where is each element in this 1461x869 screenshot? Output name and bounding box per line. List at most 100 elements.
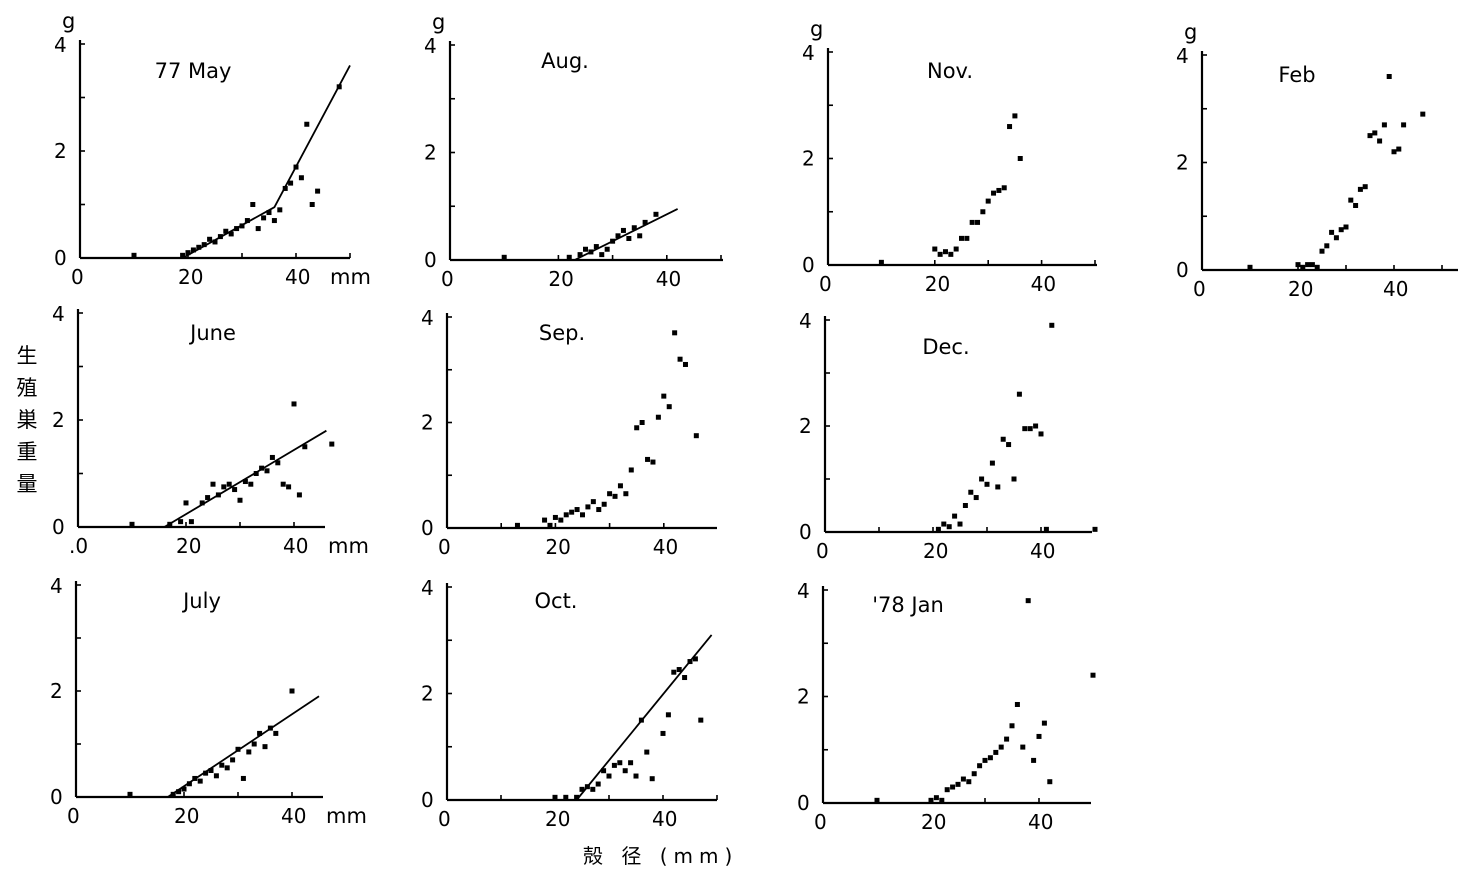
x-tick-label: 20 bbox=[921, 810, 946, 834]
x-tick-label: 40 bbox=[652, 807, 677, 831]
data-point bbox=[250, 202, 256, 207]
data-point bbox=[599, 252, 605, 258]
x-tick-label: 20 bbox=[545, 535, 570, 559]
data-point bbox=[298, 175, 304, 181]
data-point bbox=[1343, 224, 1349, 230]
data-point bbox=[982, 757, 988, 763]
data-point bbox=[1007, 124, 1013, 130]
y-axis-label-char: 重 bbox=[16, 440, 38, 464]
data-point bbox=[574, 794, 580, 800]
data-point bbox=[185, 250, 191, 256]
data-point bbox=[569, 509, 575, 515]
data-point bbox=[623, 491, 629, 497]
data-point bbox=[959, 235, 964, 241]
data-point bbox=[1012, 113, 1018, 119]
data-point bbox=[215, 492, 221, 498]
y-tick-label: 0 bbox=[802, 253, 815, 277]
y-tick-label: 4 bbox=[424, 34, 437, 58]
data-point bbox=[874, 797, 880, 803]
data-point bbox=[996, 187, 1002, 193]
x-tick-label: 20 bbox=[925, 272, 950, 296]
data-point bbox=[953, 246, 959, 252]
y-unit-label: g bbox=[1184, 20, 1197, 44]
data-point bbox=[273, 730, 279, 736]
data-point bbox=[964, 235, 970, 241]
data-point bbox=[671, 669, 677, 675]
data-point bbox=[1033, 423, 1039, 429]
x-tick-label: 20 bbox=[923, 539, 948, 563]
data-point bbox=[932, 246, 938, 252]
data-point bbox=[240, 775, 246, 781]
data-point bbox=[566, 254, 572, 260]
data-point bbox=[946, 524, 952, 530]
panel-title: '78 Jan bbox=[872, 593, 944, 617]
data-point bbox=[289, 688, 295, 694]
data-point bbox=[558, 517, 564, 523]
data-point bbox=[607, 491, 613, 497]
data-point bbox=[221, 484, 227, 490]
data-point bbox=[293, 164, 299, 170]
data-point bbox=[188, 519, 194, 525]
data-point bbox=[296, 492, 302, 498]
data-point bbox=[661, 393, 667, 399]
data-point bbox=[208, 768, 214, 773]
data-point bbox=[248, 481, 254, 487]
data-point bbox=[955, 781, 961, 787]
data-point bbox=[590, 499, 596, 505]
data-point bbox=[642, 219, 648, 225]
data-point bbox=[985, 198, 991, 204]
data-point bbox=[251, 741, 257, 747]
data-point bbox=[304, 121, 310, 127]
data-point bbox=[979, 476, 985, 482]
data-point bbox=[242, 479, 248, 485]
data-point bbox=[207, 236, 213, 242]
x-tick-label: 0 bbox=[1193, 277, 1206, 301]
data-point bbox=[259, 465, 265, 471]
data-point bbox=[995, 484, 1001, 490]
data-point bbox=[1004, 736, 1010, 742]
data-point bbox=[928, 797, 934, 803]
data-point bbox=[596, 507, 602, 513]
x-tick-label: 0 bbox=[441, 267, 454, 291]
y-tick-label: 2 bbox=[52, 408, 65, 432]
data-point bbox=[620, 227, 626, 233]
data-point bbox=[1338, 227, 1344, 233]
data-point bbox=[1372, 130, 1378, 136]
data-point bbox=[315, 188, 321, 194]
y-axis-label-char: 量 bbox=[16, 472, 38, 496]
data-point bbox=[196, 244, 202, 250]
data-point bbox=[1319, 248, 1325, 254]
y-tick-label: 2 bbox=[424, 141, 437, 165]
x-tick-label: 0 bbox=[67, 804, 80, 828]
data-point bbox=[269, 454, 275, 460]
data-point bbox=[1090, 672, 1096, 678]
data-point bbox=[210, 481, 216, 487]
data-point bbox=[217, 234, 223, 240]
data-point bbox=[186, 781, 192, 787]
y-tick-label: 2 bbox=[50, 679, 63, 703]
data-point bbox=[129, 521, 135, 527]
data-point bbox=[577, 252, 583, 258]
y-tick-label: 2 bbox=[799, 414, 812, 438]
data-point bbox=[989, 460, 995, 466]
data-point bbox=[267, 725, 273, 731]
panel-title: Aug. bbox=[541, 49, 589, 73]
y-tick-label: 0 bbox=[421, 788, 434, 812]
data-point bbox=[626, 236, 632, 241]
data-point bbox=[213, 773, 219, 779]
data-point bbox=[329, 441, 335, 447]
data-point bbox=[672, 330, 678, 336]
x-tick-label: 40 bbox=[653, 535, 678, 559]
data-point bbox=[180, 252, 186, 258]
y-tick-label: 0 bbox=[424, 248, 437, 272]
data-point bbox=[1357, 186, 1363, 192]
data-point bbox=[1300, 264, 1306, 270]
data-point bbox=[655, 414, 661, 420]
data-point bbox=[969, 219, 975, 225]
data-point bbox=[277, 207, 283, 213]
data-point bbox=[167, 521, 173, 527]
data-point bbox=[1000, 436, 1006, 442]
data-point bbox=[611, 762, 617, 768]
data-point bbox=[628, 760, 634, 766]
